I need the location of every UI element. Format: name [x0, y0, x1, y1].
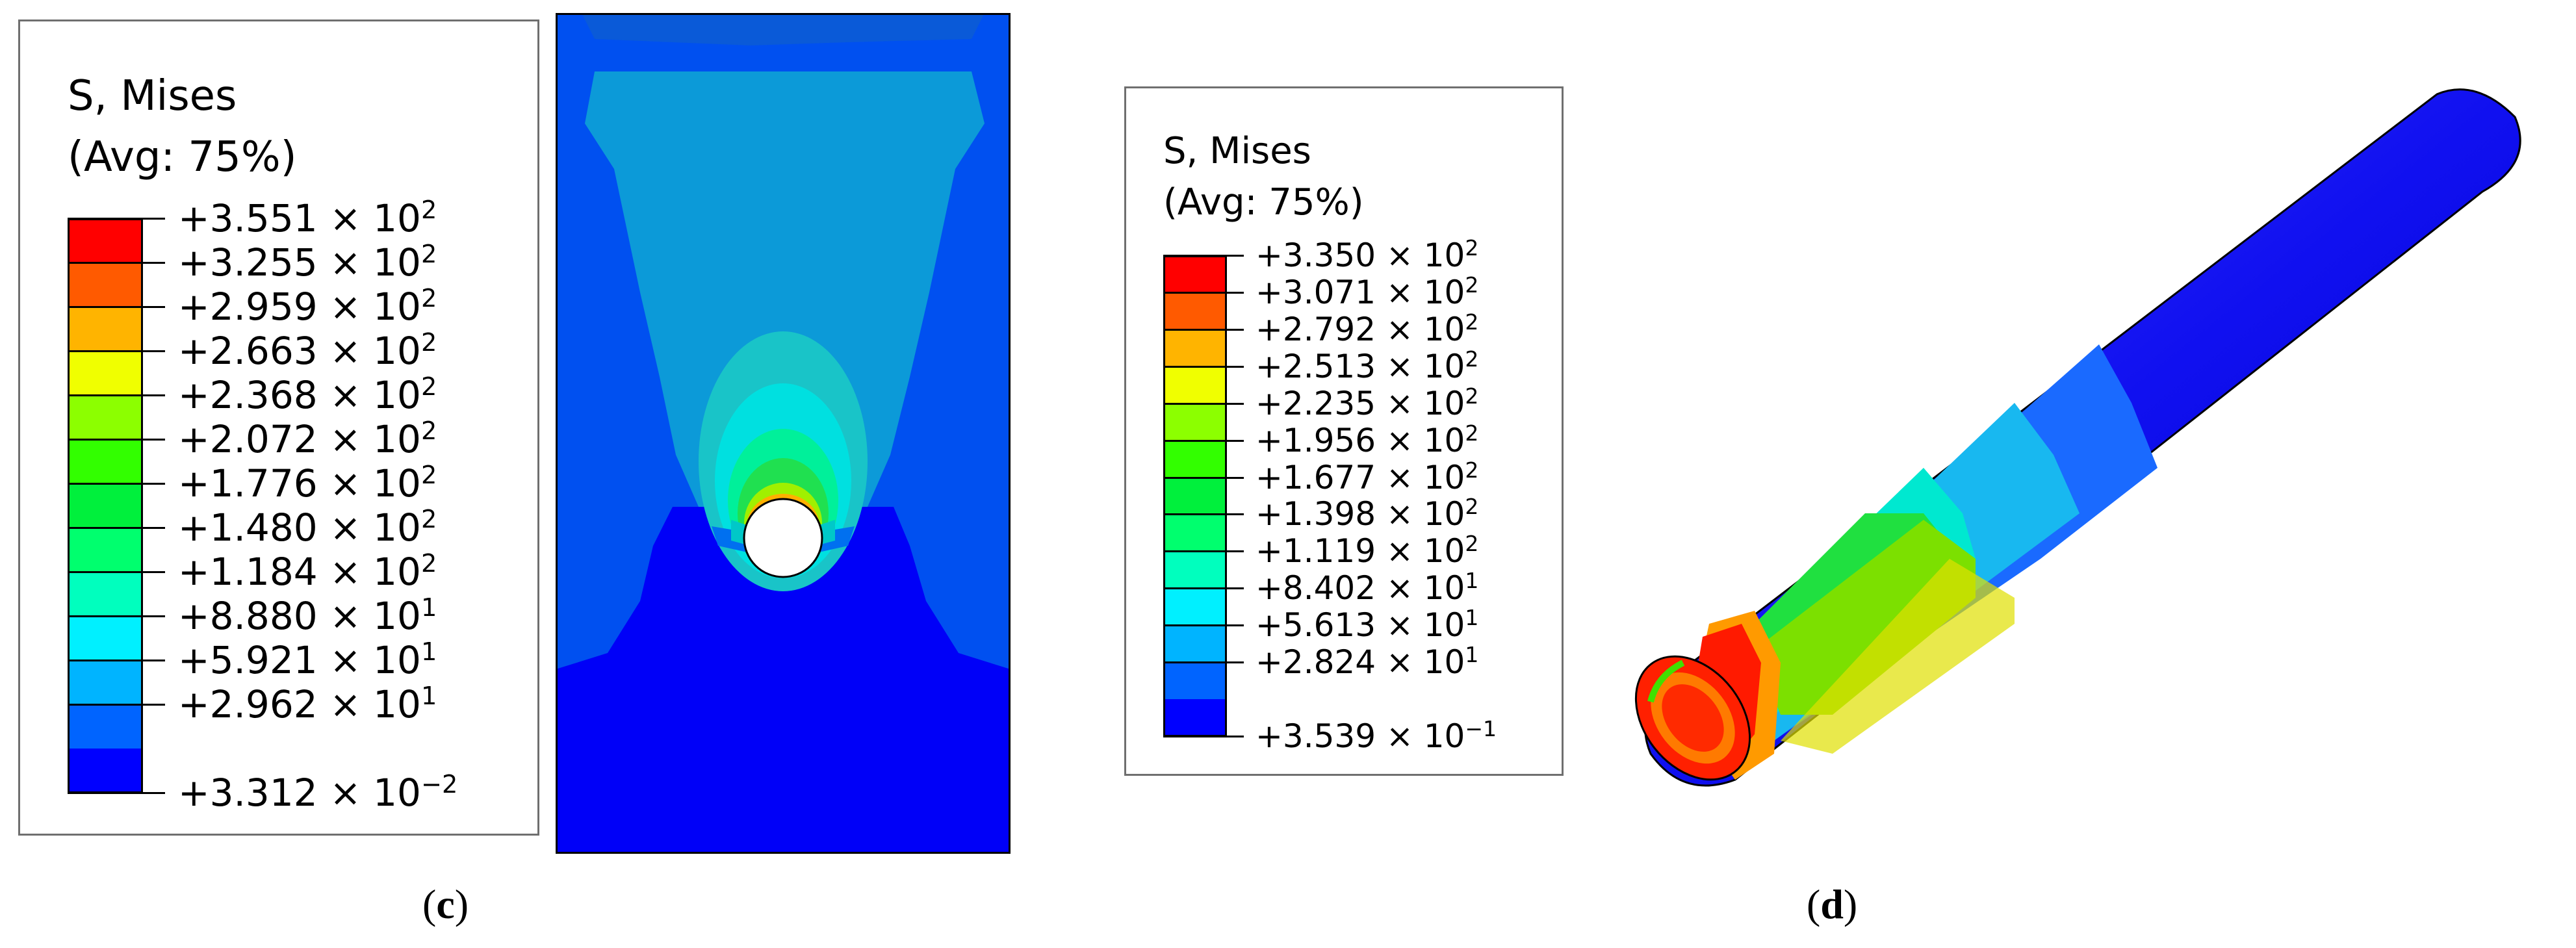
legend-tick-label: +3.350 × 102: [1256, 235, 1479, 274]
band-yellow: [1781, 559, 2015, 754]
plate-outline: [556, 13, 1011, 854]
legend-title-d: S, Mises: [1163, 130, 1311, 172]
legend-swatch: [1163, 699, 1227, 737]
legend-tick-label: +2.235 × 102: [1256, 383, 1479, 422]
legend-tick-label: +1.119 × 102: [1256, 531, 1479, 570]
legend-swatch: [68, 439, 143, 484]
legend-swatch: [68, 616, 143, 661]
legend-subtitle-c: (Avg: 75%): [68, 133, 297, 181]
legend-tick: [68, 527, 165, 529]
plate-top-band: [582, 13, 985, 45]
legend-swatch: [68, 572, 143, 617]
legend-tick-label: +2.663 × 102: [178, 328, 437, 373]
caption-d: (d): [1807, 881, 1858, 927]
legend-swatch: [68, 749, 143, 793]
legend-tick: [68, 350, 165, 352]
legend-swatch: [1163, 514, 1227, 552]
legend-swatch: [1163, 440, 1227, 478]
legend-tick: [68, 394, 165, 396]
legend-tick-label: +3.071 × 102: [1256, 272, 1479, 311]
legend-subtitle-d: (Avg: 75%): [1163, 181, 1364, 224]
legend-tick-label: +1.776 × 102: [178, 461, 437, 506]
legend-swatch: [1163, 588, 1227, 626]
hole: [743, 498, 823, 578]
legend-tick: [1163, 587, 1244, 590]
cylinder-contour: [1634, 88, 2521, 787]
legend-tick-label: +8.402 × 101: [1256, 568, 1479, 608]
contour-band-00a0e0: [585, 71, 985, 507]
legend-tick-label: +1.398 × 102: [1256, 494, 1479, 533]
legend-tick-label: +2.959 × 102: [178, 284, 437, 329]
legend-tick: [1163, 328, 1244, 331]
legend-swatch: [68, 704, 143, 749]
legend-swatch: [68, 218, 143, 263]
band-lime: [1755, 520, 1976, 715]
legend-tick: [68, 571, 165, 573]
legend-tick: [1163, 402, 1244, 405]
legend-tick-label: +1.480 × 102: [178, 505, 437, 550]
legend-tick: [1163, 365, 1244, 368]
legend-tick-label: +2.824 × 101: [1256, 641, 1479, 682]
legend-tick-label: +3.312 × 10−2: [178, 770, 458, 815]
legend-tick: [1163, 624, 1244, 627]
legend-tick-label: +3.551 × 102: [178, 196, 437, 240]
legend-swatch: [68, 263, 143, 307]
legend-swatch: [68, 483, 143, 528]
legend-tick: [68, 306, 165, 308]
legend-tick-label: +2.368 × 102: [178, 372, 437, 417]
legend-tick-label: +3.539 × 10−1: [1256, 715, 1497, 755]
legend-tick: [1163, 513, 1244, 516]
legend-tick: [1163, 476, 1244, 479]
legend-swatch: [1163, 662, 1227, 700]
legend-tick: [1163, 661, 1244, 664]
end-face-green-arc: [1647, 660, 1685, 703]
legend-tick-label: +2.962 × 101: [178, 682, 437, 726]
legend-swatch: [68, 351, 143, 396]
legend-tick-label: +3.255 × 102: [178, 240, 437, 285]
legend-tick: [68, 483, 165, 485]
legend-tick: [68, 218, 165, 220]
legend-tick-label: +8.880 × 101: [178, 593, 437, 638]
legend-tick: [1163, 736, 1244, 737]
legend-tick: [68, 439, 165, 441]
end-face-core: [1662, 684, 1724, 752]
legend-swatch: [1163, 329, 1227, 367]
legend-tick-label: +5.921 × 101: [178, 637, 437, 682]
legend-swatch: [1163, 255, 1227, 293]
legend-tick: [68, 615, 165, 617]
legend-swatch: [1163, 403, 1227, 441]
legend-swatch: [1163, 551, 1227, 589]
legend-tick: [68, 704, 165, 706]
legend-swatch: [68, 660, 143, 705]
legend-swatch: [1163, 292, 1227, 330]
legend-tick-label: +5.613 × 101: [1256, 605, 1479, 645]
legend-swatch: [1163, 625, 1227, 663]
legend-tick: [1163, 439, 1244, 442]
legend-title-c: S, Mises: [68, 72, 237, 120]
color-scale-c: [68, 218, 159, 793]
legend-tick-label: +1.956 × 102: [1256, 420, 1479, 459]
legend-tick: [68, 262, 165, 264]
caption-c: (c): [422, 881, 469, 927]
legend-tick-label: +2.072 × 102: [178, 416, 437, 461]
legend-tick: [1163, 291, 1244, 294]
legend-tick-label: +2.513 × 102: [1256, 346, 1479, 385]
legend-swatch: [68, 307, 143, 352]
legend-tick: [68, 792, 165, 794]
legend-tick-label: +1.677 × 102: [1256, 457, 1479, 496]
legend-swatch: [68, 395, 143, 440]
legend-swatch: [68, 528, 143, 572]
legend-swatch: [1163, 477, 1227, 515]
legend-tick: [68, 660, 165, 661]
legend-tick-label: +2.792 × 102: [1256, 309, 1479, 348]
plate-with-hole-contour: [556, 13, 1011, 854]
legend-swatch: [1163, 366, 1227, 404]
legend-tick-label: +1.184 × 102: [178, 549, 437, 594]
legend-tick: [1163, 550, 1244, 553]
legend-tick: [1163, 255, 1244, 257]
color-scale-d: [1163, 255, 1244, 737]
